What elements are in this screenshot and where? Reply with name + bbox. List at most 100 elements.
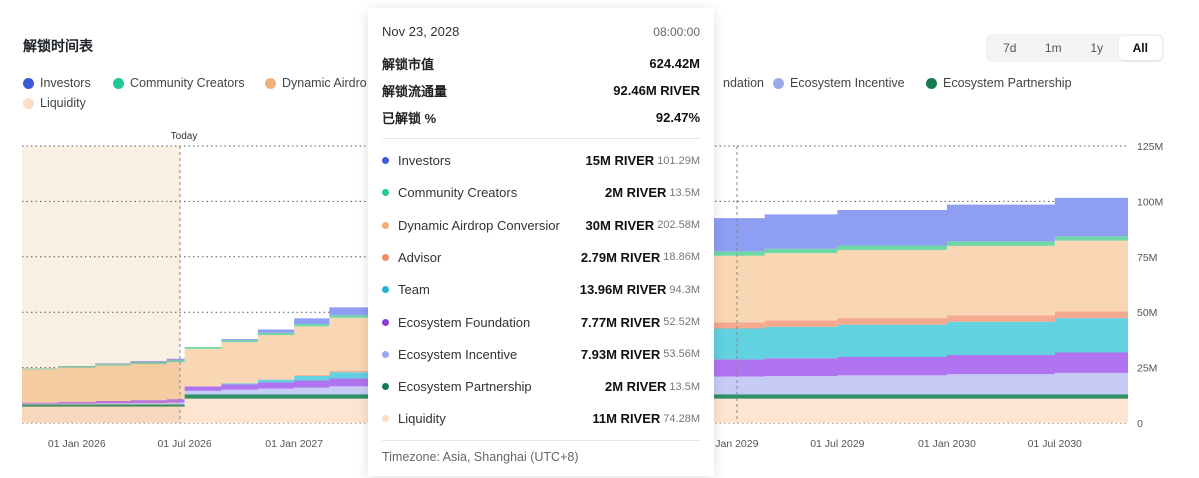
tooltip-series-amount: 7.93M RIVER	[580, 346, 661, 362]
today-label: Today	[171, 131, 198, 142]
tooltip-series-row: Team 13.96M RIVER 94.3M	[382, 282, 700, 297]
tooltip-series-row: Liquidity 11M RIVER 74.28M	[382, 411, 700, 426]
y-tick-label: 100M	[1137, 196, 1163, 208]
tooltip-series-amount: 15M RIVER	[585, 153, 655, 168]
legend-item-community-creators[interactable]: Community Creators	[113, 76, 245, 90]
legend-dot-icon	[265, 77, 276, 89]
legend-dot-icon	[926, 77, 937, 89]
tooltip-series-usd: 52.52M	[663, 316, 700, 328]
tooltip-series-row: Advisor 2.79M RIVER 18.86M	[382, 250, 700, 265]
tooltip-series-row: Ecosystem Foundation 7.77M RIVER 52.52M	[382, 315, 700, 330]
tooltip-series-amount: 30M RIVER	[585, 217, 655, 233]
past-period-shade	[22, 146, 180, 423]
tooltip-series-amount: 2.79M RIVER	[580, 249, 661, 265]
tooltip-series-usd: 94.3M	[669, 283, 700, 296]
y-tick-label: 25M	[1137, 363, 1157, 375]
x-tick-label: 01 Jan 2030	[918, 438, 976, 450]
tooltip-series-usd: 53.56M	[663, 348, 700, 361]
legend-label: Dynamic Airdro	[282, 76, 367, 90]
legend-label: ndation	[723, 76, 765, 90]
tooltip-circulating-value: 92.46M RIVER	[613, 83, 700, 98]
x-tick-label: 01 Jul 2029	[810, 438, 864, 450]
tooltip-series-usd: 202.58M	[657, 219, 700, 232]
y-tick-label: 0	[1137, 418, 1143, 430]
tooltip-divider	[382, 440, 700, 441]
tooltip-series-amount: 2M RIVER	[605, 185, 667, 201]
area-series-investors	[22, 194, 1128, 369]
area-series-advisor	[22, 309, 1128, 403]
tooltip-series-name: Community Creators	[398, 185, 518, 201]
tooltip-circulating-label: 解锁流通量	[382, 84, 448, 99]
tooltip-series-name: Ecosystem Partnership	[398, 379, 532, 395]
legend-label: Liquidity	[40, 96, 86, 110]
tooltip-series-name: Ecosystem Incentive	[398, 346, 518, 362]
x-tick-label: 01 Jan 2029	[701, 438, 759, 450]
tooltip-series-row: Investors 15M RIVER 101.29M	[382, 153, 700, 168]
legend-item-ecosystem-foundation[interactable]: ndation	[723, 76, 764, 90]
tooltip-series-name: Investors	[398, 153, 451, 168]
time-range-selector: 7d 1m 1y All	[986, 34, 1164, 62]
series-dot-icon	[382, 383, 389, 391]
legend-item-ecosystem-partnership[interactable]: Ecosystem Partnership	[926, 76, 1072, 90]
tooltip-series-name: Liquidity	[398, 411, 446, 427]
tooltip-series-name: Ecosystem Foundation	[398, 314, 531, 330]
legend-dot-icon	[23, 77, 34, 89]
tooltip-series-name: Dynamic Airdrop Conversior	[398, 217, 560, 233]
range-7d-button[interactable]: 7d	[1003, 41, 1017, 55]
tooltip-timezone: Timezone: Asia, Shanghai (UTC+8)	[382, 450, 579, 464]
legend-label: Community Creators	[130, 76, 245, 90]
tooltip-series-row: Ecosystem Incentive 7.93M RIVER 53.56M	[382, 347, 700, 362]
legend-dot-icon	[773, 77, 784, 89]
series-dot-icon	[382, 221, 389, 229]
tooltip-series-usd: 18.86M	[663, 251, 700, 264]
tooltip-series-row: Dynamic Airdrop Conversior 30M RIVER 202.5…	[382, 218, 700, 233]
tooltip-divider	[382, 138, 700, 139]
tooltip-unlocked-pct-label: 已解锁 %	[382, 111, 437, 126]
tooltip-market-value-label: 解锁市值	[382, 57, 435, 72]
legend-item-dynamic-airdrop[interactable]: Dynamic Airdro	[265, 76, 367, 90]
y-tick-label: 125M	[1137, 141, 1163, 153]
series-dot-icon	[382, 318, 389, 326]
area-series-ecosystem-partnership	[22, 394, 1128, 407]
tooltip-series-usd: 74.28M	[663, 412, 700, 425]
tooltip-time: 08:00:00	[653, 24, 700, 39]
series-dot-icon	[382, 189, 389, 197]
x-tick-label: 01 Jul 2030	[1028, 438, 1082, 450]
area-series-ecosystem-foundation	[22, 350, 1128, 404]
legend-item-investors[interactable]: Investors	[23, 76, 91, 90]
legend-item-ecosystem-incentive[interactable]: Ecosystem Incentive	[773, 76, 905, 90]
legend-label: Ecosystem Partnership	[943, 76, 1072, 90]
legend-item-liquidity[interactable]: Liquidity	[23, 96, 86, 110]
range-1m-button[interactable]: 1m	[1044, 41, 1062, 55]
x-tick-label: 01 Jan 2027	[265, 438, 323, 450]
tooltip-series-usd: 101.29M	[657, 154, 700, 167]
legend-label: Ecosystem Incentive	[790, 76, 905, 90]
legend-dot-icon	[23, 97, 34, 109]
legend-label: Investors	[40, 76, 91, 90]
tooltip-series-row: Community Creators 2M RIVER 13.5M	[382, 185, 700, 200]
x-tick-label: 01 Jul 2026	[157, 438, 211, 450]
tooltip-market-value: 624.42M	[649, 56, 700, 71]
series-dot-icon	[382, 286, 389, 294]
tooltip-series-amount: 7.77M RIVER	[580, 314, 661, 330]
range-1y-button[interactable]: 1y	[1090, 41, 1104, 55]
series-dot-icon	[382, 157, 389, 164]
tooltip-series-name: Team	[398, 282, 430, 298]
y-tick-label: 50M	[1137, 307, 1157, 319]
legend-dot-icon	[113, 77, 124, 89]
tooltip-series-amount: 11M RIVER	[592, 411, 661, 427]
tooltip-series-amount: 13.96M RIVER	[579, 282, 667, 298]
chart-title: 解锁时间表	[23, 38, 93, 54]
x-tick-label: 01 Jan 2026	[48, 438, 106, 450]
tooltip-series-row: Ecosystem Partnership 2M RIVER 13.5M	[382, 379, 700, 394]
tooltip-series-amount: 2M RIVER	[605, 379, 667, 395]
tooltip-series-name: Advisor	[398, 249, 442, 265]
area-series-team	[22, 315, 1128, 403]
series-dot-icon	[382, 350, 389, 358]
y-tick-label: 75M	[1137, 252, 1157, 264]
tooltip-series-usd: 13.5M	[669, 380, 700, 393]
tooltip-series-usd: 13.5M	[669, 186, 700, 199]
range-all-button[interactable]: All	[1118, 36, 1162, 60]
series-dot-icon	[382, 415, 389, 423]
tooltip-date: Nov 23, 2028	[382, 24, 460, 39]
